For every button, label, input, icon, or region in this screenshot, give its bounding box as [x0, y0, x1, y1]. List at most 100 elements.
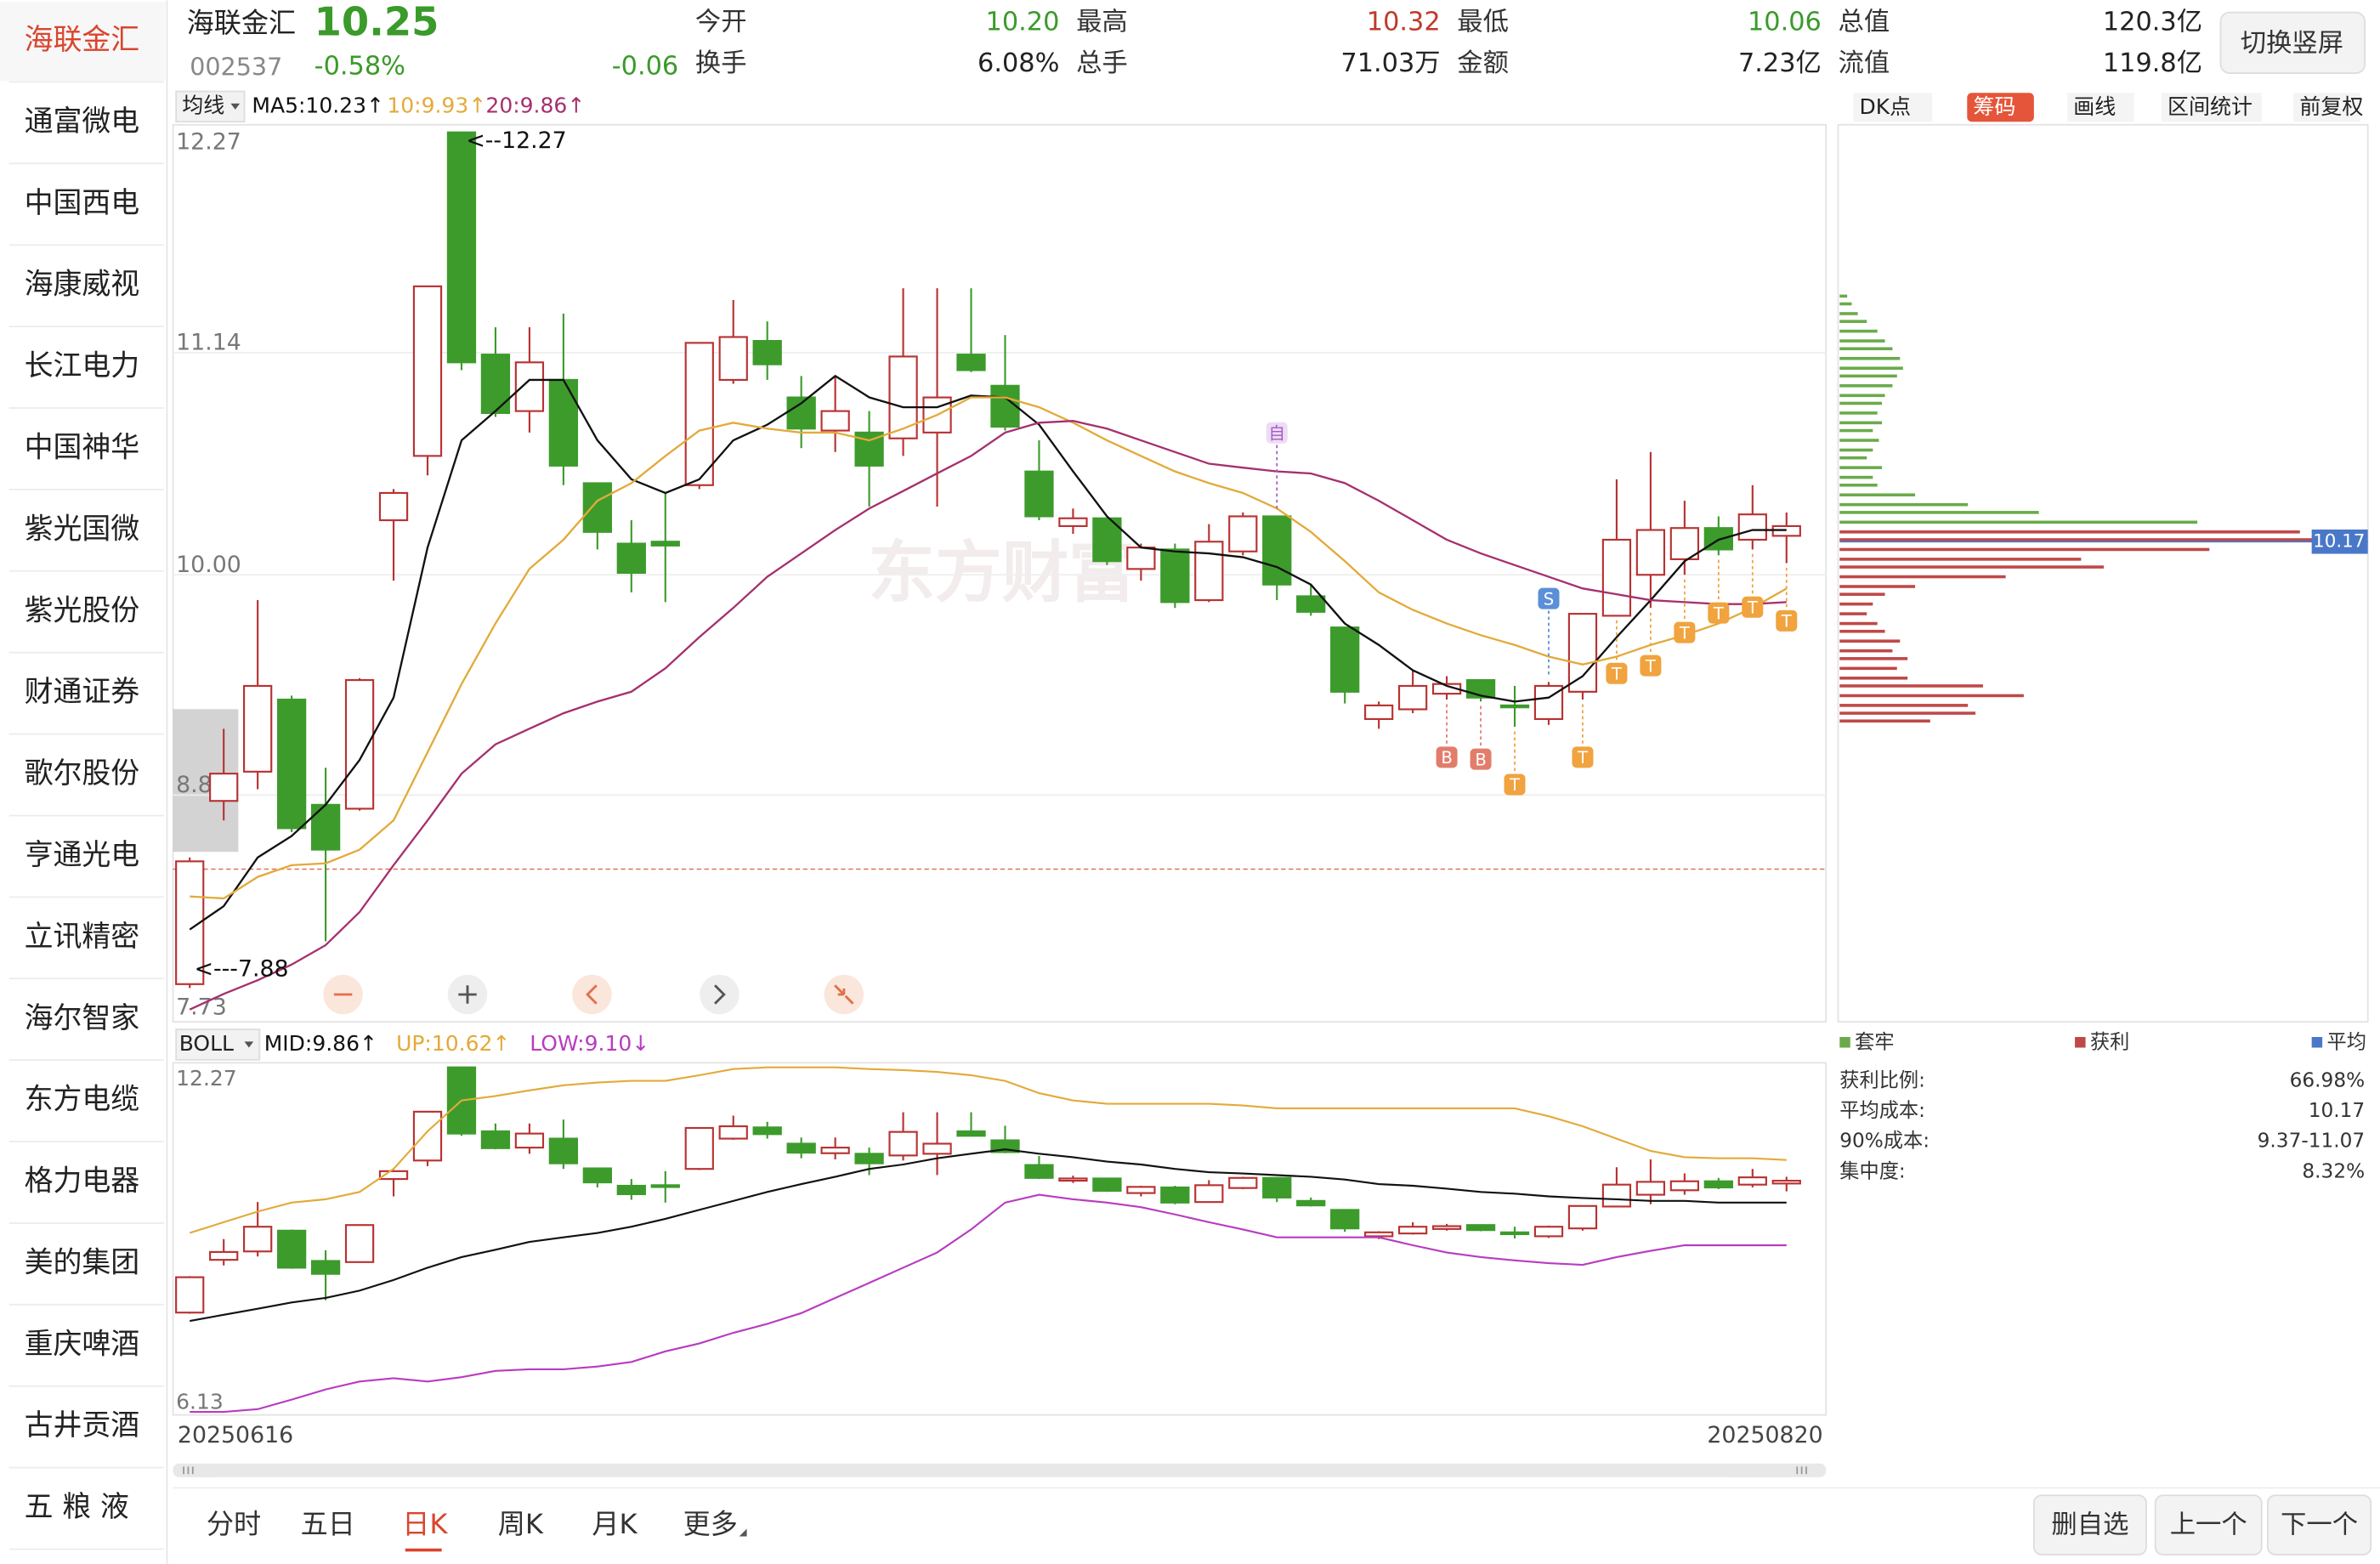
y-tick-label: 7.73	[176, 994, 227, 1021]
chip-bar	[1839, 719, 1930, 723]
chip-bar	[1839, 356, 1901, 360]
action-button-bg[interactable]	[2266, 1494, 2372, 1556]
period-tab[interactable]: 月K	[592, 1508, 638, 1540]
sidebar-item[interactable]: 长江电力	[25, 349, 140, 382]
sidebar-item[interactable]: 海康威视	[25, 268, 140, 301]
chip-bar	[1839, 511, 2039, 514]
action-button-bg[interactable]	[2032, 1494, 2147, 1556]
indicator-label[interactable]: 均线	[182, 93, 224, 117]
candle-body	[276, 1229, 307, 1269]
next-button[interactable]	[700, 974, 740, 1015]
chip-legend-swatch	[1839, 1037, 1850, 1048]
ma-line	[189, 420, 1787, 1011]
tool-label[interactable]: 画线	[2073, 94, 2116, 119]
sidebar-item[interactable]: 古井贡酒	[25, 1408, 140, 1442]
signal-marker	[1674, 621, 1696, 643]
chip-bar	[1839, 374, 1897, 378]
sidebar-item[interactable]: 海尔智家	[25, 1001, 140, 1034]
chip-bar	[1839, 475, 1873, 479]
y-tick-label: 10.00	[176, 552, 241, 578]
candle-body	[1092, 1177, 1122, 1193]
chip-bar	[1839, 694, 2024, 698]
candle-body	[956, 354, 986, 371]
period-tab[interactable]: 五日	[301, 1508, 355, 1540]
sidebar-item[interactable]: 美的集团	[25, 1245, 140, 1278]
extreme-annotation: <--12.27	[466, 128, 566, 154]
sidebar-item[interactable]: 中国神华	[25, 431, 140, 464]
candle-body	[854, 1153, 884, 1164]
sidebar-item[interactable]: 紫光国微	[25, 512, 140, 545]
candle-body	[956, 1130, 986, 1137]
sidebar-item[interactable]: 中国西电	[25, 186, 140, 219]
chip-legend-label: 套牢	[1855, 1031, 1894, 1054]
period-tab[interactable]: 日K	[402, 1508, 448, 1540]
candle-body	[820, 1147, 850, 1154]
sidebar-item[interactable]: 财通证券	[25, 675, 140, 708]
chip-stat-label: 集中度:	[1839, 1159, 1905, 1182]
quote-field-label: 总手	[1076, 48, 1128, 78]
boll-select[interactable]	[175, 1028, 261, 1061]
chip-bar	[1839, 411, 1878, 415]
chip-bar	[1839, 394, 1885, 398]
chip-bar	[1839, 302, 1852, 306]
signal-label: T	[1577, 748, 1589, 768]
ma-legend: 20:9.86↑	[485, 93, 585, 117]
sidebar-item[interactable]: 东方电缆	[25, 1083, 140, 1116]
switch-button[interactable]: 切换竖屏	[2219, 11, 2366, 74]
quote-field-value: 10.06	[1748, 8, 1822, 37]
sidebar-item[interactable]: 立讯精密	[25, 920, 140, 953]
tool-label[interactable]: 前复权	[2299, 94, 2363, 119]
action-button-bg[interactable]	[2154, 1494, 2263, 1556]
stock-price: 10.25	[314, 0, 439, 44]
sidebar-item[interactable]: 海联金汇	[25, 23, 140, 56]
chip-bar	[1839, 629, 1885, 633]
scrollbar[interactable]	[173, 1463, 1827, 1477]
candle-body	[1160, 548, 1190, 604]
quote-field-label: 流值	[1839, 48, 1890, 78]
candle-body	[1737, 1176, 1767, 1186]
boll-line	[190, 1193, 1787, 1414]
boll-y-tick-label: 12.27	[176, 1066, 237, 1091]
sidebar-item[interactable]: 通富微电	[25, 105, 140, 138]
period-tab[interactable]: 周K	[498, 1508, 544, 1540]
candle-body	[684, 342, 714, 486]
candle-body	[480, 354, 511, 414]
sidebar-item[interactable]: 重庆啤酒	[25, 1327, 140, 1360]
boll-panel	[172, 1062, 1828, 1416]
ma-legend: MA5:10.23↑	[252, 93, 384, 117]
signal-marker	[1742, 596, 1764, 618]
sidebar-item[interactable]: 格力电器	[25, 1164, 140, 1198]
chip-legend-swatch	[2075, 1037, 2086, 1048]
candle-body	[378, 491, 409, 522]
action-button-label[interactable]: 删自选	[2051, 1510, 2128, 1540]
chip-bar	[1839, 585, 1916, 588]
tool-label[interactable]: DK点	[1860, 94, 1912, 119]
action-button-label[interactable]: 下一个	[2281, 1510, 2358, 1540]
quote-field-value: 10.32	[1367, 8, 1441, 37]
candle-body	[1567, 1204, 1598, 1230]
signal-label: T	[1781, 612, 1793, 632]
action-button-label[interactable]: 上一个	[2170, 1510, 2247, 1540]
candle-body	[684, 1126, 714, 1170]
tool-label[interactable]: 区间统计	[2168, 94, 2252, 119]
period-tab[interactable]: 分时	[207, 1508, 261, 1540]
sidebar-item[interactable]: 紫光股份	[25, 593, 140, 626]
chip-bar	[1839, 339, 1885, 343]
sidebar-item[interactable]: 亨通光电	[25, 838, 140, 871]
x-tick-label: 20250616	[178, 1422, 293, 1448]
sidebar-item[interactable]: 歌尔股份	[25, 756, 140, 790]
button-label[interactable]: 切换竖屏	[2241, 29, 2343, 59]
candle-body	[650, 541, 680, 547]
tool-label[interactable]: 筹码	[1973, 94, 2015, 119]
boll-indicator-label[interactable]: BOLL	[179, 1031, 234, 1056]
chip-bar	[1839, 294, 1848, 298]
boll-line	[189, 1066, 1787, 1234]
prev-button[interactable]	[572, 974, 612, 1015]
button-bg[interactable]	[2219, 11, 2366, 74]
chip-stat-value: 9.37-11.07	[2258, 1130, 2365, 1153]
boll-legend: LOW:9.10↓	[530, 1031, 649, 1056]
sidebar-item[interactable]: 五 粮 液	[25, 1490, 129, 1523]
candle-body	[310, 803, 341, 851]
period-tab[interactable]: 更多	[683, 1508, 738, 1540]
